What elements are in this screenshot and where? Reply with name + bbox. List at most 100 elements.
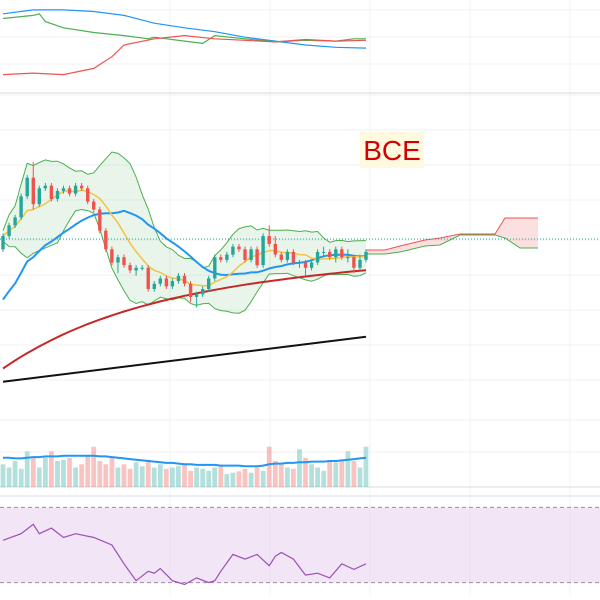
volume-bar <box>133 462 139 487</box>
candle-body <box>80 185 84 189</box>
candle-body <box>315 251 320 263</box>
indicator-panel <box>2 9 367 76</box>
volume-bar <box>145 459 151 487</box>
candle-body <box>140 267 144 269</box>
volume-bar <box>351 461 357 487</box>
volume-bar <box>327 461 333 487</box>
candle-body <box>43 185 47 189</box>
rsi-band <box>0 507 600 583</box>
volume-bar <box>236 471 242 487</box>
candle-body <box>31 177 35 205</box>
candle-body <box>7 225 11 236</box>
candle-body <box>364 251 368 260</box>
candle-body <box>98 209 102 231</box>
volume-bar <box>285 467 290 487</box>
candle-body <box>176 275 181 282</box>
candle-body <box>110 249 114 263</box>
bollinger-band-fill <box>3 152 366 314</box>
candle-body <box>352 257 356 268</box>
candle-body <box>49 185 54 199</box>
volume-bar <box>151 467 157 487</box>
candle-body <box>213 257 217 279</box>
cloud-span-b <box>366 234 538 255</box>
volume-ma-line <box>3 454 367 468</box>
volume-bar <box>24 451 30 488</box>
candle-body <box>25 177 29 197</box>
volume-bar <box>163 468 169 487</box>
candle-body <box>321 251 326 253</box>
candle-body <box>146 267 150 289</box>
volume-bar <box>242 468 248 487</box>
candle-body <box>188 283 193 297</box>
price-panel <box>0 151 600 383</box>
candle-body <box>201 289 205 295</box>
ticker-background <box>360 132 424 168</box>
ticker-label: BCE <box>360 132 424 168</box>
bollinger-lower-line <box>2 208 367 314</box>
volume-bar <box>200 468 206 487</box>
candle-body <box>346 257 350 259</box>
bollinger-upper-line <box>2 151 367 269</box>
candle-body <box>152 283 156 289</box>
volume-bar <box>61 459 66 487</box>
sma-slow-line <box>2 269 367 370</box>
candle-body <box>309 262 314 268</box>
candle-body <box>261 236 265 266</box>
volume-bar <box>97 461 103 487</box>
volume-bar <box>230 472 236 487</box>
candle-body <box>285 251 290 260</box>
candle-body <box>328 251 332 258</box>
volume-bar <box>309 464 314 488</box>
volume-bar <box>272 461 278 487</box>
volume-bar <box>188 470 193 488</box>
volume-bar <box>127 468 133 487</box>
volume-bar <box>55 461 60 487</box>
candle-body <box>303 262 308 268</box>
candle-body <box>73 185 78 194</box>
candle-body <box>207 278 211 289</box>
indicator-line <box>2 34 367 76</box>
candle-body <box>86 188 90 202</box>
candle-body <box>225 254 229 260</box>
candle-body <box>237 246 241 250</box>
candle-body <box>37 188 41 205</box>
candle-body <box>92 201 96 210</box>
volume-bar <box>85 455 91 487</box>
indicator-line <box>2 13 366 45</box>
volume-bar <box>194 467 199 487</box>
candle-body <box>134 267 138 271</box>
ticker-text: BCE <box>363 135 421 166</box>
volume-bar <box>12 461 18 487</box>
indicator-line <box>2 9 367 49</box>
volume-bar <box>121 464 127 488</box>
candle-body <box>61 188 66 191</box>
volume-bar <box>315 467 320 487</box>
candle-body <box>358 259 362 268</box>
volume-bar <box>79 464 85 488</box>
volume-bar <box>357 467 363 487</box>
sma-long-line <box>2 335 367 383</box>
volume-bar <box>333 462 339 487</box>
volume-bar <box>345 451 351 488</box>
candle-body <box>243 249 247 260</box>
volume-bar <box>139 466 145 487</box>
rsi-panel <box>0 506 600 586</box>
candle-body <box>1 236 5 250</box>
volume-bar <box>103 464 109 488</box>
volume-bar <box>212 467 218 487</box>
volume-bar <box>6 467 12 487</box>
volume-bar <box>363 446 369 487</box>
volume-panel <box>0 446 369 488</box>
candle-body <box>249 249 253 260</box>
candle-body <box>170 281 175 287</box>
candle-body <box>267 236 271 244</box>
candle-body <box>116 257 120 263</box>
volume-bar <box>91 446 97 487</box>
volume-bar <box>254 467 260 487</box>
volume-bar <box>43 457 48 488</box>
candle-body <box>19 196 23 218</box>
candle-body <box>104 230 108 250</box>
candle-body <box>158 278 162 284</box>
